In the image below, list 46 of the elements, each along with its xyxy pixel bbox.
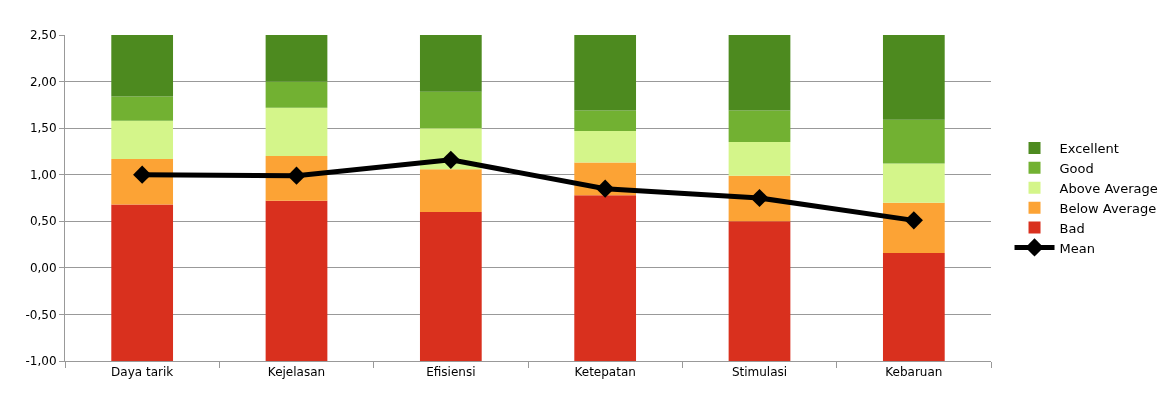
x-tick-label: Daya tarik xyxy=(111,365,174,380)
x-tick-label: Ketepatan xyxy=(574,365,636,380)
bar xyxy=(882,35,945,120)
y-tick-label: 1,00 xyxy=(29,167,57,182)
bar xyxy=(574,35,637,111)
bar xyxy=(265,200,328,361)
y-tick-label: -1,00 xyxy=(25,354,57,369)
y-tick-label: -0,50 xyxy=(25,307,57,322)
legend-label: Good xyxy=(1059,160,1094,176)
legend-label: Below Average xyxy=(1059,200,1157,216)
bar xyxy=(111,204,174,361)
x-tick-label: Kejelasan xyxy=(267,365,326,380)
bar xyxy=(111,120,174,159)
bar xyxy=(882,163,945,203)
bar xyxy=(728,35,791,111)
legend-label: Bad xyxy=(1059,220,1085,236)
bar xyxy=(574,110,637,131)
bar xyxy=(419,91,482,129)
x-tick-label: Kebaruan xyxy=(885,365,943,380)
bar xyxy=(419,211,482,361)
y-tick-label: 2,00 xyxy=(29,74,57,89)
legend-label: Excellent xyxy=(1059,141,1119,157)
bar xyxy=(728,221,791,361)
y-tick-label: 1,50 xyxy=(29,121,57,136)
bar xyxy=(111,35,174,97)
bar xyxy=(265,35,328,82)
bar xyxy=(265,107,328,157)
point xyxy=(441,150,460,169)
x-tick-label: Stimulasi xyxy=(731,365,788,380)
legend-label: Mean xyxy=(1059,240,1095,256)
y-tick-label: 0,50 xyxy=(29,214,57,229)
bar xyxy=(728,110,791,143)
bar xyxy=(574,130,637,163)
x-tick-label: Efisiensi xyxy=(426,365,476,380)
bar xyxy=(419,169,482,212)
bar xyxy=(882,252,945,361)
bar xyxy=(728,142,791,176)
legend-label: Above Average xyxy=(1059,180,1158,196)
bar xyxy=(574,195,637,361)
y-tick-label: 2,50 xyxy=(29,28,57,43)
bar xyxy=(265,81,328,108)
y-tick-label: 0,00 xyxy=(29,261,57,276)
bar xyxy=(111,96,174,121)
bar xyxy=(882,202,945,253)
bar xyxy=(882,119,945,164)
bar xyxy=(419,35,482,92)
